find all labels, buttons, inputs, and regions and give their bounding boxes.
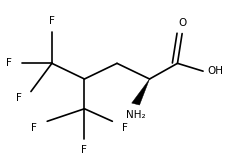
Text: O: O (178, 18, 186, 28)
Text: F: F (49, 16, 55, 26)
Text: F: F (16, 93, 22, 103)
Text: F: F (6, 58, 12, 68)
Text: NH₂: NH₂ (126, 110, 145, 120)
Text: F: F (122, 123, 128, 133)
Text: F: F (81, 145, 87, 155)
Polygon shape (132, 79, 150, 105)
Text: F: F (32, 123, 37, 133)
Text: OH: OH (208, 66, 224, 76)
